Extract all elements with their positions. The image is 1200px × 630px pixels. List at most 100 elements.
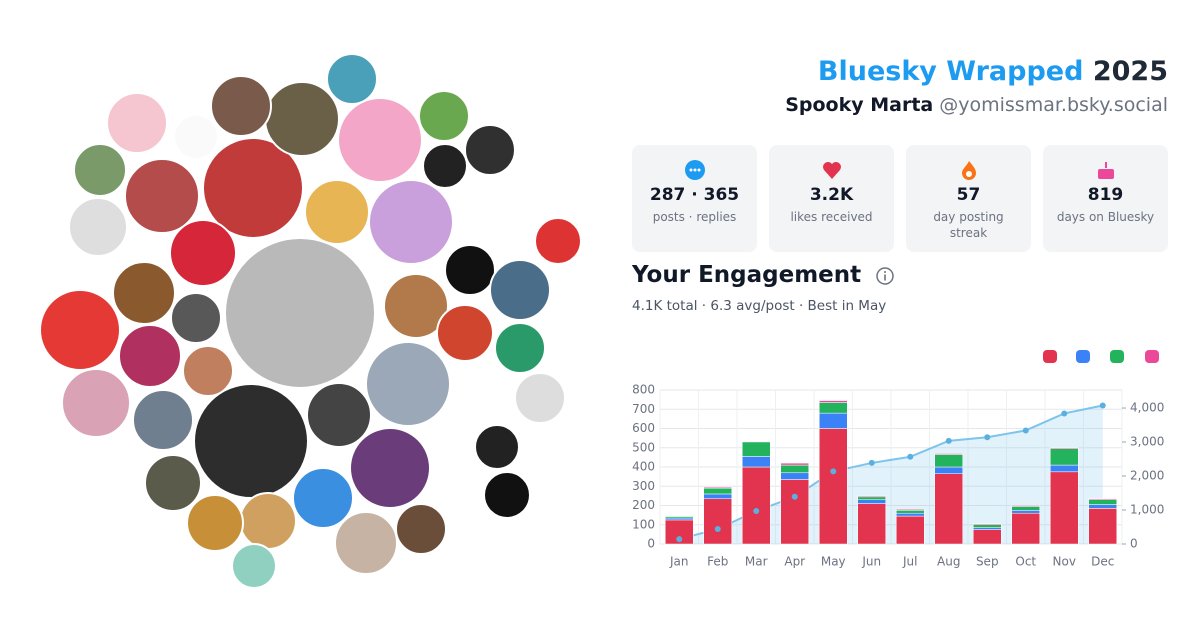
avatar bbox=[436, 304, 494, 362]
avatar bbox=[365, 341, 451, 427]
legend-icon bbox=[1076, 350, 1090, 363]
avatar bbox=[334, 511, 398, 575]
bar-segment bbox=[973, 524, 1002, 528]
avatar bbox=[326, 53, 378, 105]
bar-segment bbox=[819, 428, 848, 545]
bar-segment bbox=[973, 527, 1002, 530]
avatar bbox=[464, 124, 516, 176]
display-name: Spooky Marta bbox=[785, 94, 934, 116]
info-icon[interactable] bbox=[875, 266, 895, 286]
bar-segment bbox=[742, 456, 771, 468]
avatar bbox=[494, 322, 546, 374]
profile: Spooky Marta @yomissmar.bsky.social bbox=[785, 94, 1168, 116]
avatar bbox=[383, 273, 449, 339]
bar-segment bbox=[703, 486, 732, 489]
stat-card: 819 days on Bluesky bbox=[1043, 145, 1168, 252]
avatar bbox=[118, 324, 182, 388]
stat-value: 57 bbox=[956, 185, 981, 205]
bar-segment bbox=[896, 512, 925, 517]
avatar bbox=[169, 219, 237, 287]
avatar bbox=[210, 75, 272, 137]
avatar bbox=[474, 424, 520, 470]
avatar bbox=[170, 292, 222, 344]
bar-segment bbox=[896, 510, 925, 514]
y-tick-label: 400 bbox=[632, 460, 655, 474]
avatar bbox=[444, 244, 496, 296]
avatar bbox=[231, 543, 277, 589]
bar-segment bbox=[1088, 504, 1117, 509]
y-tick-label: 500 bbox=[632, 440, 655, 454]
stat-label: day posting streak bbox=[933, 210, 1004, 240]
bar-segment bbox=[1050, 471, 1079, 545]
avatar bbox=[173, 114, 219, 160]
x-tick-label: Dec bbox=[1091, 555, 1114, 569]
x-tick-label: May bbox=[821, 555, 846, 569]
bar-segment bbox=[934, 454, 963, 468]
avatar bbox=[144, 454, 202, 512]
bar-segment bbox=[857, 495, 886, 498]
avatar bbox=[534, 217, 582, 265]
icon bbox=[961, 161, 976, 180]
title: Bluesky Wrapped 2025 bbox=[818, 56, 1168, 87]
avatar bbox=[112, 261, 176, 325]
avatar bbox=[264, 81, 340, 157]
year: 2025 bbox=[1092, 56, 1168, 87]
x-tick-label: Aug bbox=[937, 555, 960, 569]
y-tick-label: 200 bbox=[632, 498, 655, 512]
stat-label: days on Bluesky bbox=[1056, 210, 1155, 224]
avatar bbox=[106, 92, 168, 154]
summary: 4.1K total · 6.3 avg/post · Best in May bbox=[632, 298, 887, 314]
line-point bbox=[830, 468, 837, 475]
x-tick-label: Feb bbox=[707, 555, 728, 569]
y2-tick-label: 1,000 bbox=[1130, 503, 1164, 517]
bar-segment bbox=[1050, 448, 1079, 466]
bar-segment bbox=[1011, 512, 1040, 545]
bar-segment bbox=[703, 498, 732, 545]
avatar bbox=[337, 97, 423, 183]
avatar bbox=[68, 197, 128, 257]
y-tick-label: 800 bbox=[632, 383, 655, 397]
bar-segment bbox=[819, 412, 848, 429]
y2-tick-label: 0 bbox=[1130, 537, 1138, 551]
bar-segment bbox=[819, 402, 848, 414]
bar-segment bbox=[934, 466, 963, 474]
line-point bbox=[907, 453, 914, 460]
x-tick-label: Oct bbox=[1015, 555, 1036, 569]
bar-segment bbox=[896, 509, 925, 511]
line-point bbox=[1022, 427, 1029, 434]
y-tick-label: 700 bbox=[632, 402, 655, 416]
y2-tick-label: 3,000 bbox=[1130, 435, 1164, 449]
brand: Bluesky Wrapped bbox=[817, 56, 1084, 87]
line-point bbox=[714, 526, 721, 533]
stat-label: likes received bbox=[790, 210, 873, 224]
bar-segment bbox=[1050, 447, 1079, 449]
section-title: Your Engagement bbox=[632, 262, 895, 288]
handle: @yomissmar.bsky.social bbox=[939, 94, 1168, 116]
x-tick-label: Jun bbox=[861, 555, 881, 569]
avatar bbox=[224, 237, 376, 389]
line-point bbox=[753, 508, 760, 515]
avatar bbox=[418, 90, 470, 142]
icon bbox=[1097, 162, 1114, 179]
bar-segment bbox=[896, 515, 925, 545]
stat-value: 287 · 365 bbox=[649, 185, 740, 205]
bar-segment bbox=[780, 472, 809, 480]
avatar bbox=[422, 143, 468, 189]
avatar bbox=[186, 494, 244, 552]
bar-segment bbox=[1088, 508, 1117, 545]
legend-icon bbox=[1043, 350, 1057, 363]
avatar bbox=[434, 462, 484, 512]
y-tick-label: 300 bbox=[632, 479, 655, 493]
legend-icon bbox=[1145, 350, 1159, 363]
bar-segment bbox=[973, 523, 1002, 525]
x-tick-label: Jul bbox=[902, 555, 917, 569]
avatar bbox=[395, 503, 447, 555]
bar-segment bbox=[1088, 498, 1117, 500]
bar-segment bbox=[703, 487, 732, 495]
x-tick-label: Nov bbox=[1053, 555, 1076, 569]
x-tick-label: Apr bbox=[784, 555, 805, 569]
section-title-text: Your Engagement bbox=[632, 262, 862, 288]
bar-segment bbox=[857, 499, 886, 504]
avatar bbox=[39, 289, 121, 371]
bar-segment bbox=[780, 464, 809, 474]
